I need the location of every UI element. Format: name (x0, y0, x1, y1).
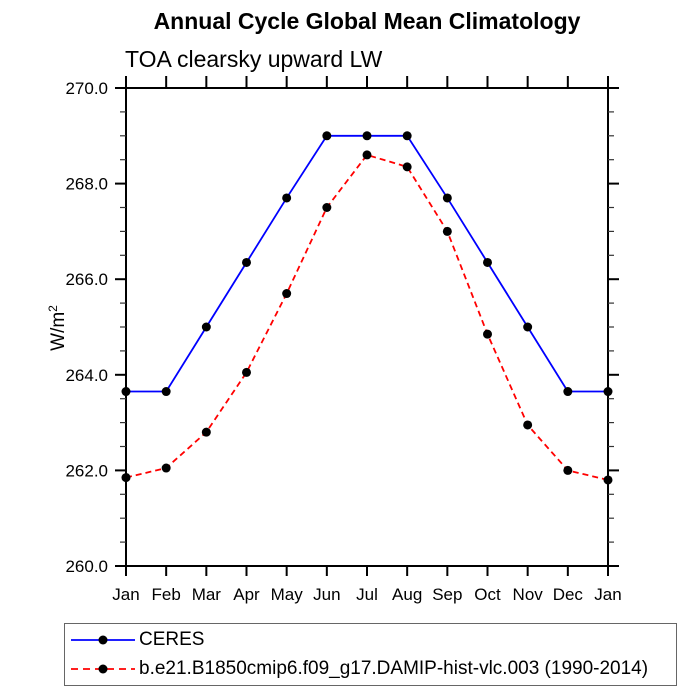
y-tick-label: 270.0 (65, 79, 108, 98)
chart-subtitle: TOA clearsky upward LW (125, 46, 383, 72)
legend-label-0: CERES (139, 629, 205, 650)
data-point-marker-s0-3 (242, 257, 251, 267)
data-point-marker-s1-3 (242, 367, 251, 377)
legend-line-sample-0 (71, 635, 135, 645)
data-point-marker-s1-0 (121, 473, 131, 483)
data-point-marker-s1-6 (362, 150, 372, 160)
y-tick-label: 266.0 (65, 270, 108, 289)
legend-item-0: CERES (71, 626, 676, 655)
x-tick-label: Nov (513, 585, 544, 604)
x-tick-label: Jan (112, 585, 139, 604)
data-point-marker-s1-7 (402, 162, 412, 172)
data-point-marker-s1-9 (483, 329, 492, 339)
legend-label-1: b.e21.B1850cmip6.f09_g17.DAMIP-hist-vlc.… (139, 658, 649, 679)
data-point-marker-s0-7 (402, 131, 412, 141)
data-point-marker-s0-2 (201, 322, 211, 332)
data-point-marker-s1-10 (523, 420, 533, 430)
series-line-0 (126, 134, 608, 393)
legend: CERES b.e21.B1850cmip6.f09_g17.DAMIP-hist… (64, 623, 677, 686)
data-point-marker-s1-11 (563, 465, 573, 475)
x-tick-label: Oct (474, 585, 501, 604)
data-point-marker-s1-1 (161, 463, 171, 473)
data-point-marker-s0-10 (523, 322, 533, 332)
x-tick-label: Aug (392, 585, 422, 604)
data-point-marker-s1-5 (322, 203, 332, 212)
data-point-marker-s0-5 (322, 131, 332, 141)
y-tick-label: 260.0 (65, 557, 108, 576)
legend-line-sample-1 (71, 664, 135, 674)
x-tick-label: Sep (432, 585, 462, 604)
data-point-marker-s0-11 (563, 387, 573, 397)
data-point-marker-s0-12 (603, 387, 613, 397)
data-point-marker-s0-8 (442, 193, 452, 203)
y-tick-label: 264.0 (65, 366, 108, 385)
y-tick-label: 262.0 (65, 461, 108, 480)
x-tick-label: Jun (313, 585, 340, 604)
x-tick-label: Dec (553, 585, 584, 604)
x-tick-label: Feb (152, 585, 181, 604)
legend-marker-icon (98, 635, 108, 645)
data-point-marker-s0-4 (282, 193, 292, 203)
data-point-marker-s1-12 (603, 475, 613, 485)
data-point-marker-s1-4 (282, 289, 292, 299)
x-tick-label: Mar (192, 585, 222, 604)
data-point-marker-s0-9 (483, 257, 492, 267)
x-tick-label: May (271, 585, 304, 604)
series-line-1 (125, 153, 609, 481)
data-point-marker-s0-0 (121, 387, 131, 397)
legend-marker-icon (98, 664, 108, 674)
x-tick-label: Apr (233, 585, 260, 604)
data-point-marker-s0-1 (161, 387, 171, 397)
data-point-marker-s0-6 (362, 131, 372, 141)
chart-title: Annual Cycle Global Mean Climatology (153, 8, 581, 34)
x-tick-label: Jan (594, 585, 621, 604)
legend-item-1: b.e21.B1850cmip6.f09_g17.DAMIP-hist-vlc.… (71, 655, 676, 684)
data-point-marker-s1-8 (442, 226, 452, 236)
plot-frame (125, 87, 609, 567)
x-tick-label: Jul (356, 585, 378, 604)
data-point-marker-s1-2 (201, 427, 211, 437)
y-tick-label: 268.0 (65, 175, 108, 194)
